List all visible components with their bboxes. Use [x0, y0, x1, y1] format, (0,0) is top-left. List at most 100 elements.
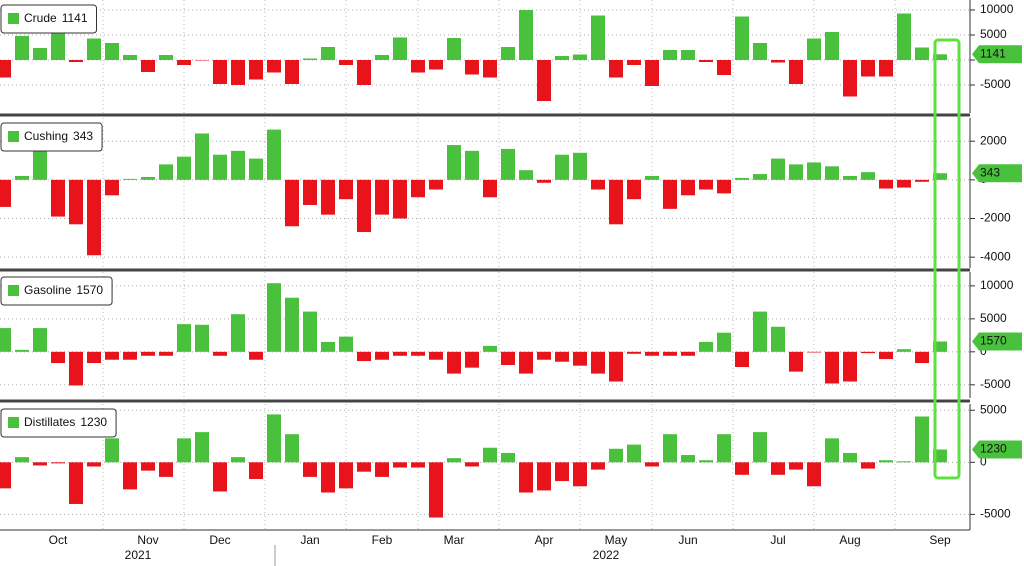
bar: [843, 175, 857, 180]
bar: [411, 179, 425, 198]
bar: [789, 351, 803, 372]
bar: [123, 351, 137, 360]
bar: [357, 179, 371, 233]
bar: [807, 351, 821, 353]
bar: [285, 179, 299, 227]
x-tick-label: Jul: [770, 533, 785, 547]
legend: Crude 1141: [0, 4, 97, 34]
bar: [609, 448, 623, 463]
bar: [753, 432, 767, 463]
bar: [537, 179, 551, 183]
value-box: [972, 440, 1022, 459]
bar: [375, 179, 389, 215]
legend-name: Gasoline: [24, 283, 72, 297]
bar: [177, 324, 191, 352]
bar: [933, 54, 947, 60]
bar: [87, 462, 101, 467]
bar: [519, 170, 533, 180]
bar: [105, 43, 119, 60]
bar: [555, 462, 569, 482]
bar: [753, 311, 767, 352]
bar: [195, 60, 209, 61]
bar: [483, 179, 497, 198]
bar: [681, 455, 695, 463]
bar: [231, 457, 245, 463]
bar: [447, 458, 461, 463]
bar: [843, 452, 857, 463]
bar: [393, 462, 407, 468]
bar: [357, 60, 371, 85]
bar: [645, 60, 659, 86]
bar: [789, 60, 803, 84]
x-tick-label: Aug: [839, 533, 860, 547]
bar: [429, 462, 443, 518]
bar: [915, 179, 929, 182]
legend-swatch: [8, 285, 19, 296]
bar: [573, 152, 587, 180]
legend-name: Cushing: [24, 129, 68, 143]
bar: [861, 462, 875, 469]
value-box-label: 1230: [980, 442, 1007, 456]
bar: [735, 16, 749, 60]
legend-value: 343: [73, 129, 93, 143]
bar: [915, 416, 929, 463]
bar: [699, 60, 713, 62]
bar: [87, 351, 101, 364]
bar: [0, 179, 11, 207]
bar: [105, 351, 119, 360]
bar: [249, 60, 263, 80]
bar: [105, 179, 119, 196]
bar: [321, 179, 335, 215]
bar: [465, 351, 479, 368]
bar: [0, 60, 11, 78]
bar: [195, 432, 209, 463]
bar: [501, 148, 515, 180]
bar: [267, 283, 281, 352]
bar: [771, 60, 785, 63]
bar: [33, 150, 47, 180]
bar: [519, 351, 533, 374]
x-tick-label: Oct: [49, 533, 68, 547]
bar: [699, 179, 713, 190]
bar: [303, 179, 317, 205]
bar: [609, 351, 623, 382]
bar: [393, 179, 407, 219]
bar: [519, 462, 533, 493]
bar: [69, 462, 83, 504]
bar: [69, 60, 83, 62]
bar: [789, 462, 803, 470]
bar: [411, 351, 425, 356]
bar: [933, 341, 947, 352]
bar: [15, 175, 29, 180]
bar: [645, 462, 659, 467]
x-tick-label: Dec: [209, 533, 230, 547]
bar: [537, 351, 551, 360]
bar: [393, 37, 407, 60]
bar: [627, 351, 641, 354]
x-tick-label: Jan: [300, 533, 319, 547]
bar: [159, 164, 173, 180]
bar: [231, 150, 245, 180]
bar: [537, 60, 551, 101]
bar: [483, 60, 497, 78]
bar: [411, 462, 425, 468]
bar: [573, 351, 587, 366]
bar: [195, 133, 209, 180]
x-tick-label: Sep: [929, 533, 951, 547]
value-box: [972, 45, 1022, 64]
legend: Cushing 343: [0, 122, 103, 152]
bar: [285, 60, 299, 84]
value-box: [972, 164, 1022, 183]
bar: [249, 351, 263, 360]
bar: [447, 145, 461, 180]
value-box-label: 343: [980, 165, 1000, 179]
bar: [465, 462, 479, 467]
legend: Gasoline 1570: [0, 276, 113, 306]
bar: [33, 328, 47, 352]
bar: [51, 462, 65, 464]
bar: [645, 351, 659, 356]
y-tick-label: -5000: [980, 507, 1011, 521]
bar: [807, 38, 821, 60]
bar: [933, 173, 947, 180]
x-tick-label: May: [605, 533, 628, 547]
